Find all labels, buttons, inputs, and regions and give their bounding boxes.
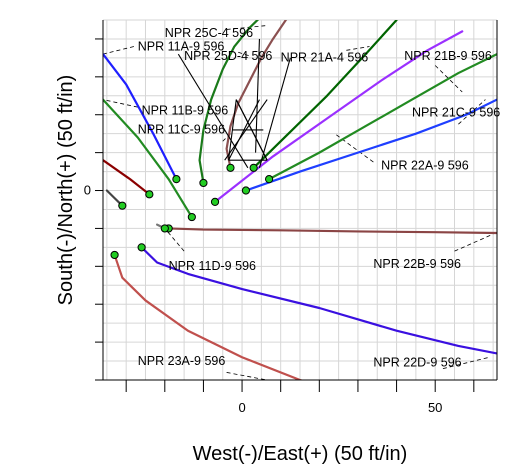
x-axis-title: West(-)/East(+) (50 ft/in) [193,443,408,465]
x-tick-label: 0 [238,400,245,415]
well-marker [137,243,146,252]
pad-line [177,53,249,169]
series-line [103,53,178,181]
well-label: NPR 11D-9 596 [169,259,256,273]
leader-line [103,46,134,55]
well-marker [187,212,196,222]
frame [95,20,498,392]
pad-line [255,38,260,153]
leader-line [226,372,269,380]
well-label: NPR 11C-9 596 [138,123,225,137]
well-marker [264,175,274,184]
leader-line [458,99,486,125]
well-marker [145,190,154,199]
well-label: NPR 22D-9 596 [373,356,461,370]
well-marker [210,197,220,206]
well-marker [199,178,208,188]
well-label: NPR 11B-9 596 [142,104,229,118]
series-line [103,159,151,196]
x-tick-label: 50 [428,400,442,415]
well-label: NPR 22A-9 596 [381,159,469,173]
series-line [267,53,497,181]
series-line [244,98,497,192]
well-labels: NPR 25C-4 596 NPR 25D-4 596 NPR 21A-4 596 N… [138,26,501,370]
well-label: NPR 25D-4 596 [184,49,272,63]
leader-line [238,51,250,57]
well-label: NPR 11A-9 596 [138,39,225,53]
leader-lines [103,25,494,380]
well-label: NPR 21C-9 596 [412,106,500,120]
y-axis-title: South(-)/North(+) (50 ft/in) [55,75,77,306]
well-label: NPR 23A-9 596 [138,354,226,368]
well-label: NPR 22B-9 596 [373,257,461,271]
well-marker [118,201,127,210]
tick-labels: 0 50 0 [84,183,443,415]
well-marker [226,163,235,172]
well-markers [110,163,274,260]
pad-symbol [177,38,291,169]
leader-line [346,46,370,51]
series-line [213,30,464,203]
series-line [140,246,497,355]
leader-line [103,99,138,108]
series-line [252,20,398,169]
leader-line [334,133,374,163]
series-line [113,253,304,380]
series-line [225,20,288,169]
well-label: NPR 25C-4 596 [165,26,253,40]
well-marker [249,163,258,172]
well-marker [160,224,169,233]
series-line [167,227,497,235]
well-label: NPR 21B-9 596 [404,49,492,63]
leader-line [454,233,494,252]
pad-line [258,57,291,168]
series-line [103,98,193,219]
series-line [198,20,260,185]
leader-line [442,356,490,370]
well-marker [110,250,119,260]
well-marker [172,175,181,184]
leader-line [434,65,463,93]
well-label: NPR 21A-4 596 [281,51,369,65]
well-marker [241,186,251,195]
y-tick-label: 0 [84,183,91,198]
grid [103,19,497,381]
